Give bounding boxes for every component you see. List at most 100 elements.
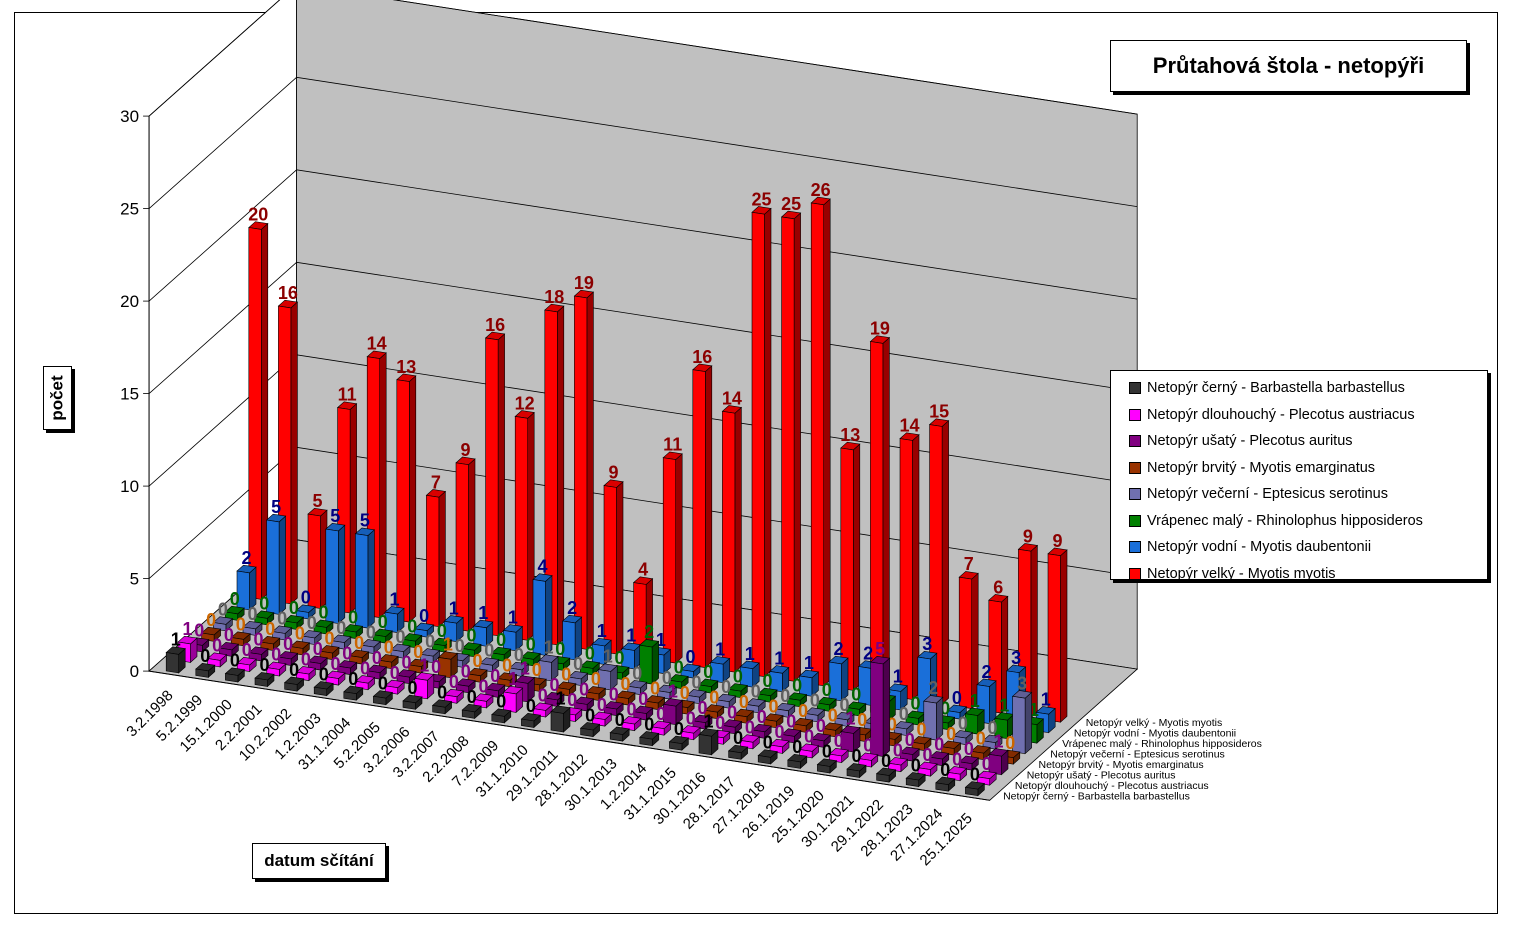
bar-front — [580, 727, 594, 737]
bar — [550, 705, 571, 733]
bar-front — [621, 648, 635, 670]
data-label: 0 — [816, 716, 826, 736]
data-label: 9 — [1052, 531, 1062, 551]
data-label: 0 — [839, 695, 849, 715]
legend-item: Netopýr černý - Barbastella barbastellus — [1129, 375, 1487, 402]
data-label: 0 — [751, 681, 761, 701]
data-label: 1 — [715, 639, 725, 659]
data-label: 0 — [763, 733, 773, 753]
bar-front — [503, 630, 517, 652]
legend-label: Vrápenec malý - Rhinolophus hipposideros — [1147, 512, 1423, 529]
bar — [704, 704, 725, 720]
bar-front — [769, 671, 783, 693]
data-label: 5 — [360, 511, 370, 531]
bar — [502, 685, 524, 714]
data-label: 1 — [970, 691, 980, 711]
data-label: 0 — [686, 708, 696, 728]
data-label: 0 — [283, 634, 293, 654]
bar — [224, 667, 246, 683]
bar-front — [521, 718, 535, 728]
bar — [603, 701, 624, 717]
bar — [763, 713, 784, 729]
data-label: 0 — [792, 676, 802, 696]
data-label: 1 — [520, 659, 530, 679]
bar-front — [225, 673, 239, 683]
x-axis-title: datum sčítání — [264, 851, 374, 870]
bar-front — [787, 759, 801, 769]
data-label: 11 — [338, 385, 357, 405]
legend-label: Netopýr brvitý - Myotis emarginatus — [1147, 459, 1376, 476]
bar — [846, 763, 867, 779]
bar-front — [1012, 695, 1026, 755]
data-label: 0 — [401, 652, 411, 672]
data-label: 0 — [378, 673, 388, 693]
data-label: 14 — [722, 388, 742, 408]
data-label: 0 — [466, 625, 476, 645]
bar-side — [379, 352, 387, 619]
bar — [271, 625, 293, 641]
legend-swatch — [1129, 488, 1141, 501]
data-label: 0 — [609, 684, 619, 704]
bar — [668, 735, 690, 751]
data-label: 9 — [1023, 526, 1033, 546]
bar — [254, 672, 275, 688]
bar — [484, 331, 506, 637]
data-label: 0 — [194, 621, 204, 641]
bar-front — [343, 691, 357, 701]
bar-front — [414, 678, 428, 700]
data-label: 0 — [674, 719, 684, 739]
bar-front — [373, 695, 387, 706]
data-label: 0 — [579, 680, 589, 700]
bar — [686, 689, 707, 705]
bar — [585, 686, 607, 702]
bar — [935, 776, 956, 792]
bar-front — [739, 666, 754, 688]
bar — [556, 681, 577, 697]
data-label: 0 — [585, 705, 595, 725]
bar — [869, 655, 891, 758]
series-axis-label: Netopýr brvitý - Myotis emarginatus — [1039, 759, 1204, 771]
data-label: 1 — [774, 648, 784, 668]
data-label: 0 — [857, 710, 867, 730]
data-label: 1 — [999, 695, 1009, 715]
bar — [692, 714, 713, 730]
bar-side — [497, 333, 505, 637]
data-label: 4 — [638, 560, 648, 580]
y-tick-label: 0 — [130, 662, 139, 681]
bar-side — [556, 305, 565, 646]
legend-item: Netopýr velký - Myotis myotis — [1129, 561, 1487, 588]
data-label: 1 — [478, 603, 488, 623]
bar — [538, 654, 559, 682]
data-label: 3 — [922, 634, 932, 654]
data-label: 0 — [253, 630, 263, 650]
bar — [638, 639, 660, 685]
data-label: 2 — [863, 644, 873, 664]
data-label: 0 — [324, 628, 334, 648]
bar — [976, 678, 997, 725]
data-label: 0 — [952, 688, 962, 708]
bar — [597, 663, 618, 691]
data-label: 0 — [615, 710, 625, 730]
bar — [840, 725, 861, 753]
data-label: 0 — [792, 737, 802, 757]
chart-title: Průtahová štola - netopýři — [1152, 53, 1425, 78]
y-tick-label: 25 — [120, 200, 139, 219]
data-label: 0 — [236, 615, 246, 635]
data-label: 0 — [224, 625, 234, 645]
gridline — [148, 169, 1138, 302]
data-label: 0 — [307, 613, 317, 633]
bar-side — [1060, 549, 1068, 723]
y-tick-label: 20 — [120, 292, 139, 311]
data-label: 5 — [330, 506, 340, 526]
data-label: 1 — [656, 630, 666, 650]
legend-swatch — [1129, 567, 1141, 580]
data-label: 2 — [241, 548, 251, 568]
bar-front — [455, 462, 469, 632]
data-label: 0 — [881, 751, 891, 771]
data-label: 0 — [573, 654, 583, 674]
data-label: 0 — [733, 666, 743, 686]
bar-front — [532, 579, 546, 656]
bar — [443, 615, 464, 643]
bar-side — [852, 443, 861, 692]
data-label: 0 — [685, 647, 695, 667]
